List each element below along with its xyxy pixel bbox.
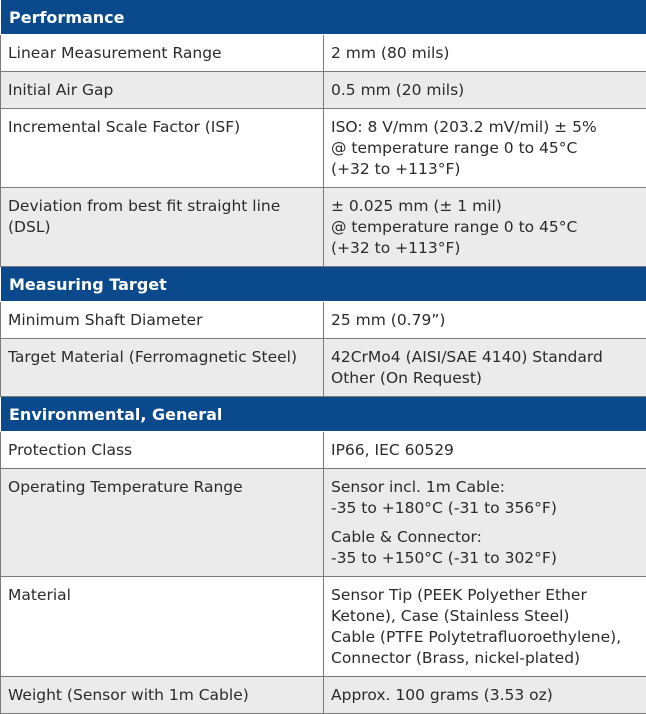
spec-label: Material [1,577,324,677]
table-row: Protection Class IP66, IEC 60529 [1,432,646,469]
spec-value-line: 2 mm (80 mils) [331,43,639,64]
spec-value-line: -35 to +180°C (-31 to 356°F) [331,498,639,519]
spec-value: Sensor Tip (PEEK Polyether Ether Ketone)… [324,577,646,677]
spec-value-line: @ temperature range 0 to 45°C [331,217,639,238]
spec-value: IP66, IEC 60529 [324,432,646,469]
spec-value-line: (+32 to +113°F) [331,238,639,259]
spec-value: 42CrMo4 (AISI/SAE 4140) Standard Other (… [324,339,646,397]
spec-value-line: (+32 to +113°F) [331,159,639,180]
spec-value-line: ± 0.025 mm (± 1 mil) [331,196,639,217]
table-row: Target Material (Ferromagnetic Steel) 42… [1,339,646,397]
spec-label: Protection Class [1,432,324,469]
spec-value: Sensor incl. 1m Cable: -35 to +180°C (-3… [324,469,646,577]
spec-label: Deviation from best fit straight line (D… [1,188,324,267]
spec-value: Approx. 100 grams (3.53 oz) [324,677,646,714]
section-title: Environmental, General [1,397,646,432]
spec-value-line: Cable & Connector: [331,527,639,548]
spec-value-line: Connector (Brass, nickel-plated) [331,648,639,669]
section-title: Performance [1,0,646,35]
table-row: Linear Measurement Range 2 mm (80 mils) [1,35,646,72]
spec-value-line: IP66, IEC 60529 [331,440,639,461]
spec-label: Weight (Sensor with 1m Cable) [1,677,324,714]
spec-value-line: Sensor Tip (PEEK Polyether Ether [331,585,639,606]
spec-value-line: @ temperature range 0 to 45°C [331,138,639,159]
spec-label: Operating Temperature Range [1,469,324,577]
table-row: Operating Temperature Range Sensor incl.… [1,469,646,577]
table-row: Incremental Scale Factor (ISF) ISO: 8 V/… [1,109,646,188]
spec-label-line: Deviation from best fit straight line [8,196,316,217]
spec-value: 25 mm (0.79”) [324,302,646,339]
spec-value-line: 25 mm (0.79”) [331,310,639,331]
spec-label-line: (DSL) [8,217,316,238]
spec-value-line: 0.5 mm (20 mils) [331,80,639,101]
spec-label: Initial Air Gap [1,72,324,109]
section-title: Measuring Target [1,267,646,302]
spec-label: Minimum Shaft Diameter [1,302,324,339]
spec-value-line: Ketone), Case (Stainless Steel) [331,606,639,627]
spec-value-line: 42CrMo4 (AISI/SAE 4140) Standard [331,347,639,368]
table-row: Deviation from best fit straight line (D… [1,188,646,267]
spec-value-line: Other (On Request) [331,368,639,389]
spec-label: Linear Measurement Range [1,35,324,72]
spec-value-line: -35 to +150°C (-31 to 302°F) [331,548,639,569]
spec-value-line: Sensor incl. 1m Cable: [331,477,639,498]
table-row: Initial Air Gap 0.5 mm (20 mils) [1,72,646,109]
spec-value: ± 0.025 mm (± 1 mil) @ temperature range… [324,188,646,267]
spec-label: Target Material (Ferromagnetic Steel) [1,339,324,397]
table-row: Weight (Sensor with 1m Cable) Approx. 10… [1,677,646,714]
spec-value: 2 mm (80 mils) [324,35,646,72]
section-header-environmental: Environmental, General [1,397,646,432]
spec-value-line: Cable (PTFE Polytetrafluoroethylene), [331,627,639,648]
spec-value-line: Approx. 100 grams (3.53 oz) [331,685,639,706]
table-row: Material Sensor Tip (PEEK Polyether Ethe… [1,577,646,677]
table-row: Minimum Shaft Diameter 25 mm (0.79”) [1,302,646,339]
spec-value: ISO: 8 V/mm (203.2 mV/mil) ± 5% @ temper… [324,109,646,188]
spec-value-line: ISO: 8 V/mm (203.2 mV/mil) ± 5% [331,117,639,138]
section-header-performance: Performance [1,0,646,35]
spec-label: Incremental Scale Factor (ISF) [1,109,324,188]
section-header-measuring-target: Measuring Target [1,267,646,302]
spec-value: 0.5 mm (20 mils) [324,72,646,109]
